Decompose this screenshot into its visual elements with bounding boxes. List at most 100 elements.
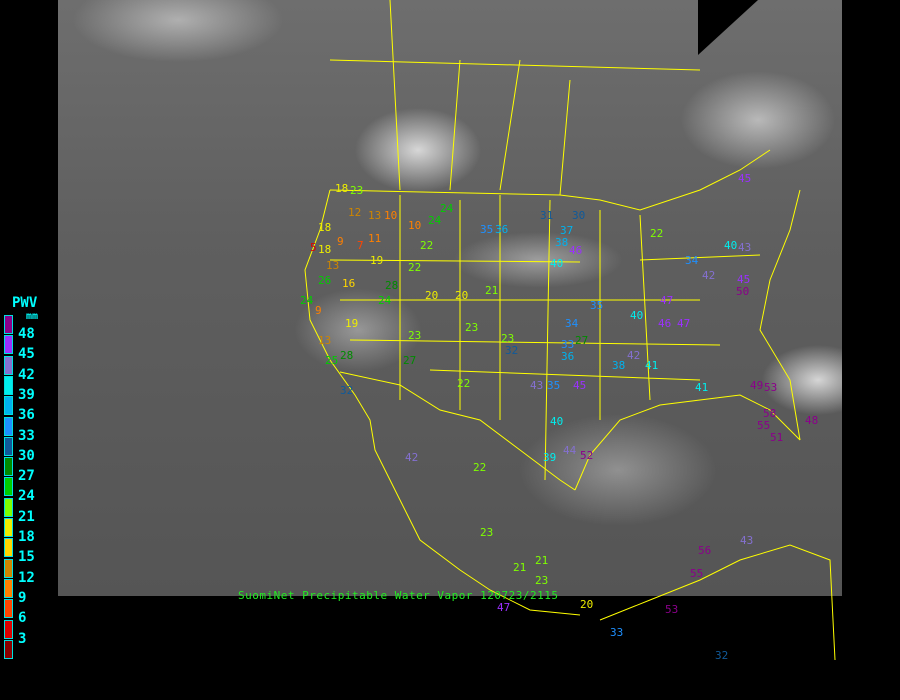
station-pwv-value: 55 <box>757 419 771 432</box>
station-pwv-value: 24 <box>428 214 442 227</box>
station-pwv-value: 22 <box>420 239 434 252</box>
legend-label: 33 <box>18 427 35 444</box>
station-pwv-value: 26 <box>318 274 332 287</box>
legend-label: 21 <box>18 508 35 525</box>
station-pwv-value: 20 <box>455 289 469 302</box>
station-pwv-value: 24 <box>378 294 392 307</box>
station-pwv-value: 23 <box>535 574 549 587</box>
legend-swatch <box>4 355 13 375</box>
station-pwv-value: 22 <box>650 227 664 240</box>
station-pwv-value: 20 <box>580 598 594 611</box>
station-pwv-value: 50 <box>736 285 750 298</box>
station-pwv-value: 10 <box>408 219 422 232</box>
station-pwv-value: 35 <box>590 299 604 312</box>
station-pwv-value: 31 <box>540 209 554 222</box>
legend-label: 45 <box>18 346 35 363</box>
station-pwv-value: 46 <box>658 317 672 330</box>
satellite-image <box>58 0 842 596</box>
legend-label: 27 <box>18 468 35 485</box>
station-pwv-value: 34 <box>685 254 699 267</box>
legend-swatch <box>4 375 13 395</box>
legend-label: 42 <box>18 366 35 383</box>
station-pwv-value: 46 <box>569 244 583 257</box>
legend-swatch <box>4 436 13 456</box>
station-pwv-value: 43 <box>530 379 544 392</box>
station-pwv-value: 47 <box>660 294 674 307</box>
station-pwv-value: 41 <box>645 359 659 372</box>
station-pwv-value: 40 <box>724 239 738 252</box>
station-pwv-value: 43 <box>738 241 752 254</box>
legend-swatch <box>4 639 13 659</box>
station-pwv-value: 28 <box>385 279 399 292</box>
central-america <box>599 544 836 661</box>
legend-swatch <box>4 315 13 334</box>
station-pwv-value: 25 <box>325 354 339 367</box>
station-pwv-value: 38 <box>555 236 569 249</box>
station-pwv-value: 35 <box>547 379 561 392</box>
station-pwv-value: 21 <box>535 554 549 567</box>
station-pwv-value: 48 <box>805 414 819 427</box>
station-pwv-value: 37 <box>560 224 574 237</box>
legend-label: 15 <box>18 549 35 566</box>
station-pwv-value: 11 <box>368 232 382 245</box>
station-pwv-value: 45 <box>737 273 751 286</box>
station-pwv-value: 22 <box>457 377 471 390</box>
station-pwv-value: 23 <box>408 329 422 342</box>
station-pwv-value: 18 <box>318 243 332 256</box>
station-pwv-value: 32 <box>715 649 729 662</box>
legend-swatch <box>4 477 13 497</box>
station-pwv-value: 23 <box>350 184 364 197</box>
station-pwv-value: 53 <box>665 603 679 616</box>
station-pwv-value: 16 <box>342 277 356 290</box>
station-pwv-value: 32 <box>505 344 519 357</box>
station-pwv-value: 18 <box>318 221 332 234</box>
station-pwv-value: 33 <box>610 626 624 639</box>
station-pwv-value: 45 <box>573 379 587 392</box>
station-pwv-value: 49 <box>750 379 764 392</box>
west-coast <box>304 189 581 616</box>
station-pwv-value: 42 <box>627 349 641 362</box>
station-pwv-value: 47 <box>677 317 691 330</box>
legend-label: 12 <box>18 569 35 586</box>
station-pwv-value: 5 <box>310 241 317 254</box>
legend-swatch <box>4 538 13 558</box>
station-pwv-value: 27 <box>575 334 589 347</box>
legend-label: 9 <box>18 589 27 606</box>
station-pwv-value: 40 <box>550 257 564 270</box>
canada-provinces <box>329 0 701 196</box>
legend-label: 24 <box>18 488 35 505</box>
legend-swatch <box>4 416 13 436</box>
station-pwv-value: 23 <box>480 526 494 539</box>
station-pwv-value: 32 <box>340 384 354 397</box>
station-pwv-value: 21 <box>513 561 527 574</box>
legend-swatch <box>4 619 13 639</box>
station-pwv-value: 23 <box>501 332 515 345</box>
station-pwv-value: 41 <box>695 381 709 394</box>
station-pwv-value: 18 <box>335 182 349 195</box>
legend-swatch <box>4 558 13 578</box>
station-pwv-value: 40 <box>630 309 644 322</box>
legend-label: 39 <box>18 386 35 403</box>
legend-swatch <box>4 457 13 477</box>
station-pwv-value: 7 <box>357 239 364 252</box>
legend-label: 3 <box>18 630 27 647</box>
station-pwv-value: 27 <box>403 354 417 367</box>
station-pwv-value: 22 <box>408 261 422 274</box>
station-pwv-value: 10 <box>384 209 398 222</box>
station-pwv-value: 38 <box>612 359 626 372</box>
legend-swatch <box>4 518 13 537</box>
station-pwv-value: 35 <box>480 223 494 236</box>
station-pwv-value: 36 <box>561 350 575 363</box>
station-pwv-value: 42 <box>405 451 419 464</box>
station-pwv-value: 58 <box>763 407 777 420</box>
station-pwv-value: 36 <box>495 223 509 236</box>
gulf-coast <box>574 394 801 491</box>
station-pwv-value: 21 <box>485 284 499 297</box>
legend-label: 6 <box>18 610 27 627</box>
station-pwv-value: 51 <box>770 431 784 444</box>
station-pwv-value: 22 <box>473 461 487 474</box>
legend-swatch <box>4 599 13 619</box>
station-pwv-value: 56 <box>698 544 712 557</box>
east-coast <box>759 189 801 441</box>
legend-label: 48 <box>18 326 35 342</box>
